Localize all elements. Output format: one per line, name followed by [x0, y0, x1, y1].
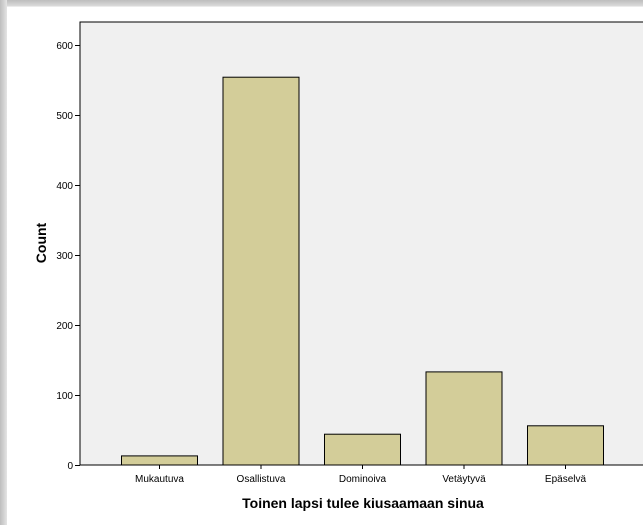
x-tick-label: Dominoiva: [339, 474, 387, 485]
x-axis: Mukautuva Osallistuva Dominoiva Vetäytyvä Ep…: [135, 465, 587, 485]
bar-vetäytyvä: [425, 371, 503, 466]
window-frame-top: [0, 0, 643, 6]
plot-area: [79, 21, 643, 466]
x-tick-label: Epäselvä: [545, 474, 587, 485]
y-tick-label: 500: [56, 111, 73, 122]
y-axis-title: Count: [33, 222, 49, 263]
bar-epäselvä: [527, 425, 604, 466]
window-frame-left: [0, 0, 7, 525]
y-tick-label: 300: [56, 251, 73, 262]
y-tick-label: 0: [67, 461, 73, 472]
y-tick-label: 400: [56, 181, 73, 192]
y-tick-label: 600: [56, 41, 73, 52]
x-tick-label: Vetäytyvä: [442, 474, 486, 485]
x-tick-label: Mukautuva: [135, 474, 184, 485]
bar-series: [121, 76, 604, 466]
y-tick-label: 100: [56, 391, 73, 402]
bar-osallistuva: [222, 76, 300, 466]
y-tick-label: 200: [56, 321, 73, 332]
x-tick-label: Osallistuva: [237, 474, 286, 485]
bar-mukautuva: [121, 455, 198, 466]
bar-dominoiva: [324, 433, 401, 466]
y-axis: 0 100 200 300 400 500 600: [56, 41, 80, 472]
x-axis-title: Toinen lapsi tulee kiusaamaan sinua: [242, 495, 484, 511]
